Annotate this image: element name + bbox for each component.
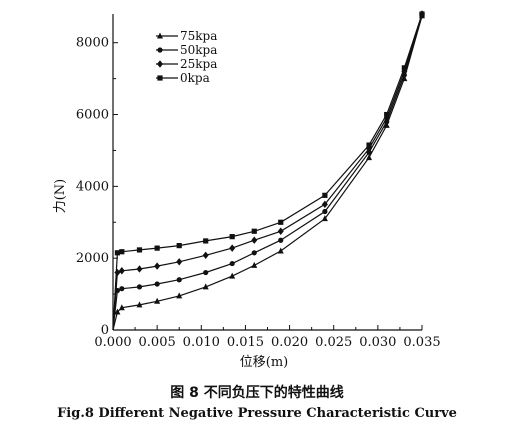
y-tick-label: 4000 xyxy=(76,179,109,194)
x-tick-label: 0.015 xyxy=(227,335,264,350)
data-point-25kpa xyxy=(229,244,236,252)
legend-label-0kpa: 0kpa xyxy=(180,71,210,85)
data-point-0kpa xyxy=(419,11,425,17)
figure-caption-chinese: 图 8 不同负压下的特性曲线 xyxy=(170,385,344,401)
data-point-50kpa xyxy=(176,277,182,283)
data-point-25kpa xyxy=(366,144,373,153)
data-point-25kpa xyxy=(202,251,209,260)
data-point-75kpa xyxy=(202,283,209,290)
x-tick-label: 0.035 xyxy=(403,335,440,350)
data-point-50kpa xyxy=(229,260,235,267)
data-point-0kpa xyxy=(401,65,407,71)
data-point-75kpa xyxy=(366,154,373,161)
data-point-75kpa xyxy=(114,308,121,315)
data-point-50kpa xyxy=(119,286,125,292)
data-point-50kpa xyxy=(322,208,328,215)
data-point-0kpa xyxy=(251,228,257,234)
legend-marker-25kpa xyxy=(157,60,163,68)
data-point-0kpa xyxy=(229,234,235,240)
data-point-75kpa xyxy=(321,215,328,222)
chart: 0.000 0.005 0.010 0.015 0.020 0.025 0.030 0.035… xyxy=(53,10,441,370)
data-point-0kpa xyxy=(119,249,125,255)
x-tick-label: 0.030 xyxy=(359,335,396,350)
data-point-25kpa xyxy=(277,227,284,235)
series-75kpa xyxy=(112,12,425,331)
y-tick-label: 2000 xyxy=(76,251,109,266)
data-point-25kpa xyxy=(251,236,258,244)
legend-marker-75kpa xyxy=(157,32,163,39)
data-point-50kpa xyxy=(278,237,284,243)
data-point-25kpa xyxy=(321,200,328,209)
legend-marker-50kpa xyxy=(157,47,163,53)
data-point-75kpa xyxy=(251,261,258,268)
y-tick-label: 8000 xyxy=(76,36,109,51)
data-point-0kpa xyxy=(176,243,182,249)
figure-caption-english: Fig.8 Different Negative Pressure Charac… xyxy=(57,406,457,421)
data-point-75kpa xyxy=(118,304,125,311)
legend-label-50kpa: 50kpa xyxy=(180,43,217,57)
series-25kpa xyxy=(112,10,425,331)
x-tick-label: 0.020 xyxy=(271,335,308,350)
series-layer xyxy=(112,10,425,331)
legend-marker-0kpa xyxy=(157,75,163,81)
data-point-75kpa xyxy=(136,301,143,308)
data-point-75kpa xyxy=(383,121,390,128)
data-point-75kpa xyxy=(154,297,161,304)
data-point-0kpa xyxy=(384,111,390,118)
y-tick-label: 0 xyxy=(101,323,109,338)
data-point-0kpa xyxy=(114,250,121,256)
data-point-50kpa xyxy=(251,250,257,256)
y-tick-label: 6000 xyxy=(76,108,109,123)
x-axis-label: 位移(m) xyxy=(240,355,288,370)
data-point-0kpa xyxy=(322,192,328,198)
data-point-25kpa xyxy=(154,262,161,270)
data-point-0kpa xyxy=(203,238,209,244)
legend-label-75kpa: 75kpa xyxy=(180,29,217,43)
data-point-25kpa xyxy=(118,267,125,275)
data-point-75kpa xyxy=(229,272,236,279)
data-point-75kpa xyxy=(176,292,183,299)
data-point-50kpa xyxy=(203,269,209,276)
y-axis-label: 力(N) xyxy=(53,179,68,214)
data-point-0kpa xyxy=(154,245,160,251)
axes: 0.000 0.005 0.010 0.015 0.020 0.025 0.030 0.035… xyxy=(76,14,441,350)
data-point-50kpa xyxy=(136,284,143,290)
data-point-25kpa xyxy=(176,258,183,266)
data-point-0kpa xyxy=(136,247,143,253)
data-point-75kpa xyxy=(277,247,284,254)
x-tick-label: 0.025 xyxy=(315,335,352,350)
legend-label-25kpa: 25kpa xyxy=(180,57,217,71)
x-tick-label: 0.005 xyxy=(139,335,176,350)
data-point-50kpa xyxy=(154,281,160,287)
data-point-0kpa xyxy=(366,142,372,148)
x-tick-label: 0.010 xyxy=(183,335,220,350)
x-tick-label: 0.000 xyxy=(94,335,131,350)
data-point-25kpa xyxy=(136,265,143,273)
series-0kpa xyxy=(112,11,425,331)
data-point-0kpa xyxy=(278,219,284,225)
